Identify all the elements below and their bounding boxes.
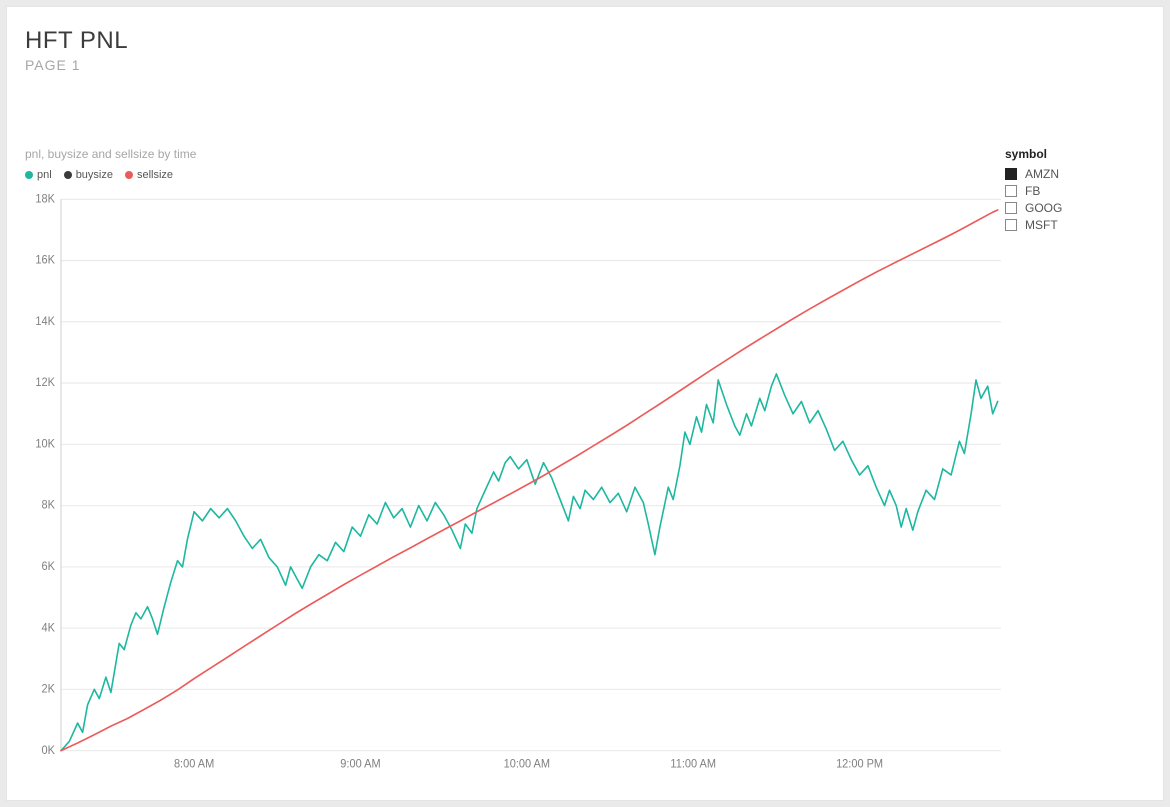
- series-pnl: [61, 374, 998, 751]
- slicer-item-label: AMZN: [1025, 167, 1059, 181]
- slicer-title: symbol: [1005, 147, 1145, 161]
- checkbox-icon: [1005, 219, 1017, 231]
- page-header: HFT PNL PAGE 1: [7, 7, 1163, 73]
- chart-title: pnl, buysize and sellsize by time: [25, 147, 1005, 161]
- svg-text:6K: 6K: [42, 561, 56, 573]
- slicer-item-fb[interactable]: FB: [1005, 184, 1145, 198]
- legend-label: buysize: [76, 169, 113, 181]
- checkbox-icon: [1005, 168, 1017, 180]
- legend-dot-icon: [125, 171, 133, 179]
- chart-svg: 0K 2K 4K 6K 8K 10K 12K 14K 16K 18K 8:00 AM 9:00 AM 1…: [25, 193, 1005, 780]
- svg-text:9:00 AM: 9:00 AM: [340, 758, 380, 770]
- chart-legend: pnl buysize sellsize: [25, 169, 1005, 182]
- svg-text:11:00 AM: 11:00 AM: [670, 758, 716, 770]
- series-sellsize: [61, 210, 998, 751]
- svg-text:16K: 16K: [35, 254, 55, 266]
- page-subtitle: PAGE 1: [25, 57, 1145, 73]
- slicer-item-label: GOOG: [1025, 201, 1062, 215]
- legend-dot-icon: [64, 171, 72, 179]
- slicer-list: AMZN FB GOOG MSFT: [1005, 167, 1145, 232]
- svg-text:12:00 PM: 12:00 PM: [836, 758, 883, 770]
- chart-plot-area: 0K 2K 4K 6K 8K 10K 12K 14K 16K 18K 8:00 AM 9:00 AM 1…: [25, 193, 1005, 780]
- legend-dot-icon: [25, 171, 33, 179]
- symbol-slicer[interactable]: symbol AMZN FB GOOG MSFT: [1005, 147, 1145, 235]
- legend-item-sellsize[interactable]: sellsize: [125, 169, 173, 181]
- checkbox-icon: [1005, 202, 1017, 214]
- svg-text:8:00 AM: 8:00 AM: [174, 758, 214, 770]
- dashboard-page: HFT PNL PAGE 1 pnl, buysize and sellsize…: [6, 6, 1164, 801]
- page-title: HFT PNL: [25, 27, 1145, 55]
- svg-text:10K: 10K: [35, 438, 55, 450]
- svg-text:2K: 2K: [42, 683, 56, 695]
- slicer-item-label: FB: [1025, 184, 1040, 198]
- svg-text:12K: 12K: [35, 377, 55, 389]
- legend-item-pnl[interactable]: pnl: [25, 169, 52, 181]
- svg-text:14K: 14K: [35, 316, 55, 328]
- checkbox-icon: [1005, 185, 1017, 197]
- legend-label: sellsize: [137, 169, 173, 181]
- legend-label: pnl: [37, 169, 52, 181]
- svg-text:8K: 8K: [42, 500, 56, 512]
- page-body: pnl, buysize and sellsize by time pnl buy…: [25, 147, 1145, 780]
- line-chart-visual[interactable]: pnl, buysize and sellsize by time pnl buy…: [25, 147, 1005, 780]
- svg-text:0K: 0K: [42, 745, 56, 757]
- slicer-item-amzn[interactable]: AMZN: [1005, 167, 1145, 181]
- slicer-item-goog[interactable]: GOOG: [1005, 201, 1145, 215]
- legend-item-buysize[interactable]: buysize: [64, 169, 113, 181]
- svg-text:10:00 AM: 10:00 AM: [504, 758, 550, 770]
- slicer-item-label: MSFT: [1025, 218, 1058, 232]
- svg-text:18K: 18K: [35, 193, 55, 205]
- slicer-item-msft[interactable]: MSFT: [1005, 218, 1145, 232]
- svg-text:4K: 4K: [42, 622, 56, 634]
